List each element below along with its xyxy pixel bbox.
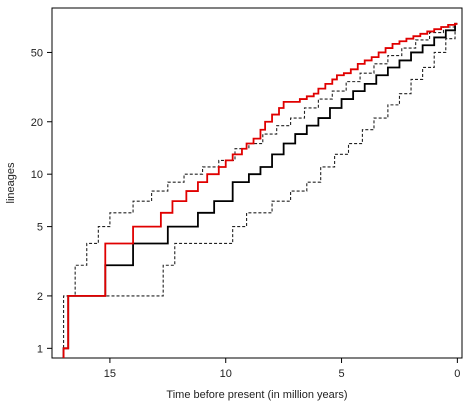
y-tick-label: 20: [31, 117, 43, 129]
x-tick-label: 5: [338, 368, 344, 380]
y-tick-label: 2: [37, 291, 43, 303]
y-tick-label: 10: [31, 169, 43, 181]
upper-envelope-line: [63, 23, 458, 358]
y-axis: 1 2 5 10 20 50: [31, 47, 52, 355]
x-axis-title: Time before present (in million years): [166, 389, 347, 401]
y-tick-label: 1: [37, 343, 43, 355]
plot-frame: [51, 7, 463, 359]
x-tick-label: 15: [104, 368, 116, 380]
lower-envelope-line: [63, 23, 458, 358]
mean-simulated-lineages-line: [62, 22, 458, 358]
x-tick-label: 10: [220, 368, 232, 380]
observed-lineages-line: [62, 22, 458, 358]
y-axis-title: lineages: [5, 162, 17, 203]
x-tick-label: 0: [454, 368, 460, 380]
y-tick-label: 5: [37, 222, 43, 234]
series-layer: [62, 22, 458, 358]
y-tick-label: 50: [31, 47, 43, 59]
x-axis: 15 10 5 0: [104, 358, 460, 380]
